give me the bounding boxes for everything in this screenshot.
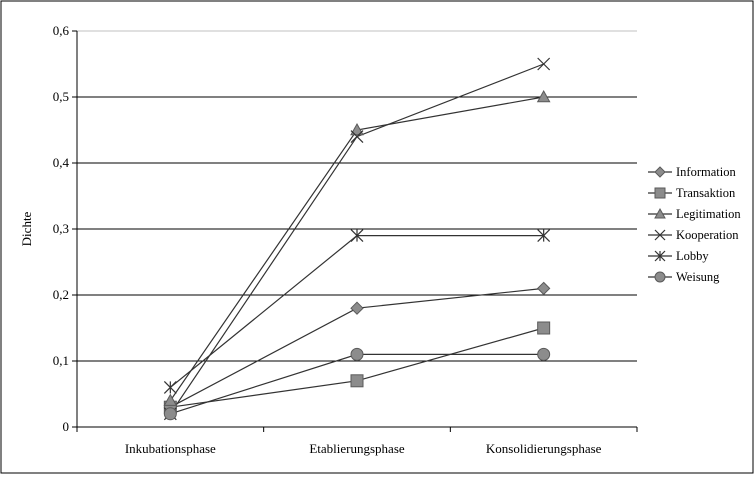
gridlines	[77, 30, 637, 362]
data-point	[654, 250, 666, 262]
data-point	[654, 166, 666, 178]
series	[163, 57, 551, 421]
data-point	[350, 229, 364, 243]
data-point	[537, 229, 551, 243]
legend-label: Weisung	[676, 270, 720, 284]
data-point	[654, 229, 666, 241]
data-point	[536, 89, 551, 103]
y-tick-label: 0,1	[53, 353, 69, 368]
legend-entry: Lobby	[648, 249, 709, 263]
x-tick-label: Inkubationsphase	[125, 441, 216, 456]
data-point	[350, 301, 364, 315]
data-point	[654, 207, 666, 219]
x-tick-label: Etablierungsphase	[309, 441, 405, 456]
legend-entry: Weisung	[648, 270, 720, 284]
legend-entry: Information	[648, 165, 736, 179]
legend-label: Transaktion	[676, 186, 736, 200]
legend-entry: Kooperation	[648, 228, 739, 242]
data-point	[350, 122, 364, 136]
data-point	[537, 57, 551, 71]
legend-label: Legitimation	[676, 207, 741, 221]
y-tick-label: 0,5	[53, 89, 69, 104]
legend-label: Kooperation	[676, 228, 739, 242]
y-tick-label: 0	[63, 419, 70, 434]
y-tick-label: 0,4	[53, 155, 70, 170]
legend-entry: Transaktion	[648, 186, 736, 200]
y-tick-label: 0,3	[53, 221, 69, 236]
legend-entry: Legitimation	[648, 207, 741, 221]
data-point	[536, 281, 551, 296]
y-tick-label: 0,6	[53, 23, 70, 38]
data-point	[163, 380, 177, 394]
data-point	[654, 271, 666, 283]
data-point	[537, 347, 551, 361]
legend-label: Information	[676, 165, 736, 179]
data-point	[350, 374, 364, 388]
data-point	[163, 393, 178, 406]
x-tick-label: Konsolidierungsphase	[486, 441, 602, 456]
data-point	[350, 347, 364, 361]
y-tick-label: 0,2	[53, 287, 69, 302]
data-point	[654, 187, 666, 199]
legend: Information Transaktion Legitimation Kooper…	[648, 165, 741, 284]
axes: 0 0,1 0,2 0,3 0,4 0,5 0,6 Inkubationsphase Etabl…	[19, 23, 638, 456]
data-point	[163, 407, 177, 421]
y-axis-title: Dichte	[19, 211, 34, 246]
data-point	[537, 321, 551, 335]
data-point	[350, 130, 364, 144]
legend-label: Lobby	[676, 249, 709, 263]
